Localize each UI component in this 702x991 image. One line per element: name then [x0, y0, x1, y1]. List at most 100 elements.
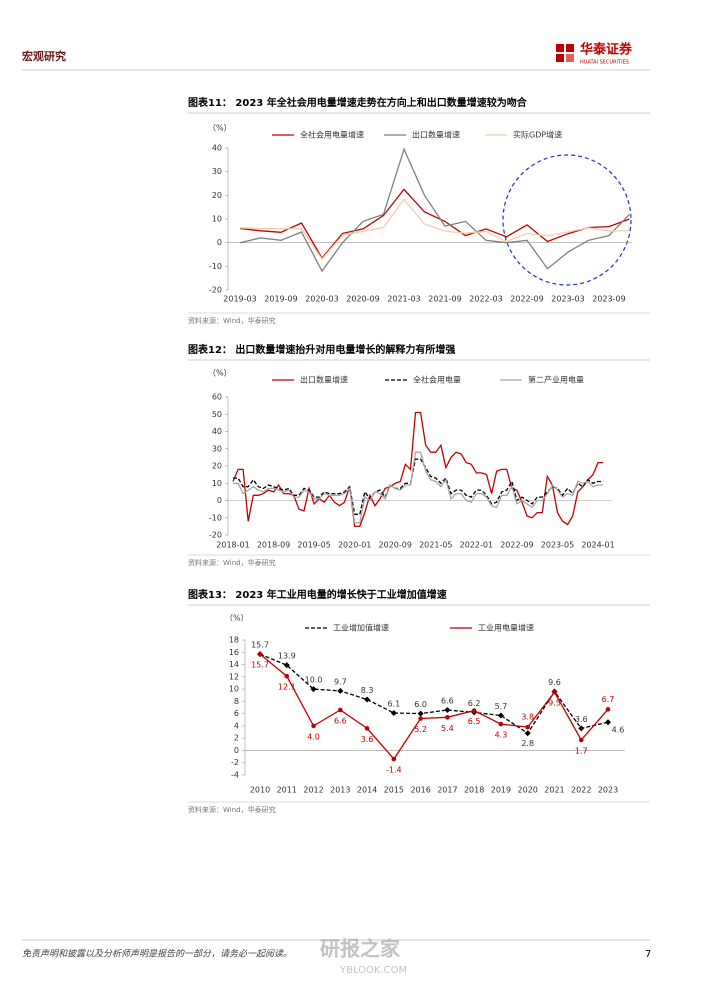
value-label: 1.7	[575, 747, 588, 756]
series-line	[239, 188, 630, 260]
value-label: 6.2	[468, 699, 481, 708]
x-tick-label: 2017	[437, 786, 457, 795]
legend-label: 工业增加值增速	[333, 623, 389, 633]
y-tick-label: -4	[231, 771, 239, 780]
logo-cn: 华泰证券	[580, 42, 633, 58]
x-tick-label: 2020-03	[305, 295, 338, 304]
x-tick-label: 2020	[518, 786, 538, 795]
marker	[417, 710, 424, 717]
value-label: 3.8	[521, 713, 534, 722]
value-label: 8.3	[361, 686, 374, 695]
legend-label: 全社会用电量	[413, 375, 461, 385]
x-tick-label: 2018	[464, 786, 484, 795]
value-label: 13.9	[278, 652, 296, 661]
x-tick-label: 2023-03	[551, 295, 584, 304]
y-tick-label: 10	[212, 215, 222, 224]
x-tick-label: 2021-03	[387, 295, 420, 304]
marker	[552, 689, 557, 695]
x-tick-label: 2010	[250, 786, 270, 795]
value-label: 4.3	[495, 731, 508, 740]
value-label: 10.0	[305, 676, 323, 685]
series-line	[233, 458, 604, 515]
marker	[337, 687, 344, 694]
series-line	[239, 147, 630, 273]
value-label: 5.4	[441, 724, 454, 733]
highlight-ellipse	[502, 154, 632, 286]
y-tick-label: 16	[229, 648, 239, 657]
marker	[578, 725, 585, 732]
x-tick-label: 2011	[277, 786, 297, 795]
x-tick-label: 2021	[544, 786, 564, 795]
y-tick-label: 40	[212, 427, 222, 436]
x-tick-label: 2024-01	[581, 541, 614, 550]
value-label: 2.8	[521, 739, 534, 748]
value-label: 5.2	[414, 725, 427, 734]
x-tick-label: 2021-05	[419, 541, 452, 550]
chart-title: 图表12： 出口数量增速抬升对用电量增长的解释力有所增强	[188, 343, 455, 356]
x-tick-label: 2023	[598, 786, 618, 795]
marker	[445, 715, 450, 720]
marker	[284, 673, 290, 679]
marker	[310, 686, 317, 693]
y-tick-label: 0	[217, 496, 222, 505]
legend-label: 全社会用电量增速	[300, 130, 364, 140]
y-tick-label: 30	[212, 444, 222, 453]
x-tick-label: 2022-03	[469, 295, 502, 304]
x-tick-label: 2019-05	[297, 541, 330, 550]
x-tick-label: 2015	[384, 786, 404, 795]
series-line	[259, 653, 609, 761]
y-tick-label: 10	[229, 685, 239, 694]
value-label: 6.1	[387, 700, 400, 709]
y-tick-label: 8	[234, 697, 239, 706]
y-tick-label: -20	[209, 286, 222, 295]
x-tick-label: 2021-09	[428, 295, 461, 304]
x-tick-label: 2023-05	[541, 541, 574, 550]
series-line	[232, 411, 604, 528]
value-label: 12.1	[278, 683, 296, 692]
page-number: 7	[645, 949, 651, 960]
x-tick-label: 2014	[357, 786, 377, 795]
value-label: 5.7	[495, 702, 508, 711]
x-tick-label: 2020-09	[379, 541, 412, 550]
x-tick-label: 2018-09	[257, 541, 290, 550]
watermark-en: YBLOOK.COM	[339, 965, 407, 976]
y-tick-label: -20	[209, 531, 222, 540]
x-tick-label: 2020-09	[346, 295, 379, 304]
section-label: 宏观研究	[22, 49, 66, 63]
y-axis-label: （%）	[225, 614, 249, 623]
y-axis-label: （%）	[208, 124, 232, 133]
value-label: 6.6	[334, 716, 347, 725]
marker	[390, 710, 397, 717]
marker	[444, 706, 451, 713]
y-tick-label: 4	[234, 721, 239, 730]
x-tick-label: 2020-01	[338, 541, 371, 550]
y-tick-label: 0	[217, 238, 222, 247]
value-label: 4.6	[612, 726, 625, 735]
value-label: 15.7	[251, 641, 269, 650]
marker	[525, 724, 530, 730]
x-tick-label: 2019-09	[264, 295, 297, 304]
value-label: 6.0	[414, 700, 427, 709]
y-tick-label: -10	[209, 262, 222, 271]
y-tick-label: 6	[234, 709, 239, 718]
marker	[418, 716, 423, 721]
x-tick-label: 2018-01	[216, 541, 249, 550]
value-label: 9.7	[334, 677, 347, 686]
x-tick-label: 2016	[410, 786, 430, 795]
y-tick-label: 60	[212, 393, 222, 402]
x-tick-label: 2013	[330, 786, 350, 795]
y-tick-label: -2	[231, 758, 239, 767]
value-label: 9.5	[548, 699, 561, 708]
x-tick-label: 2022-01	[460, 541, 493, 550]
marker	[471, 708, 477, 713]
x-tick-label: 2019-03	[223, 295, 256, 304]
marker	[578, 737, 584, 743]
marker	[605, 707, 611, 712]
series-line	[239, 198, 630, 261]
marker	[497, 712, 504, 719]
y-tick-label: 18	[229, 636, 239, 645]
marker	[338, 707, 343, 713]
x-tick-label: 2022-09	[500, 541, 533, 550]
y-tick-label: -10	[209, 513, 222, 522]
x-tick-label: 2019	[491, 786, 511, 795]
